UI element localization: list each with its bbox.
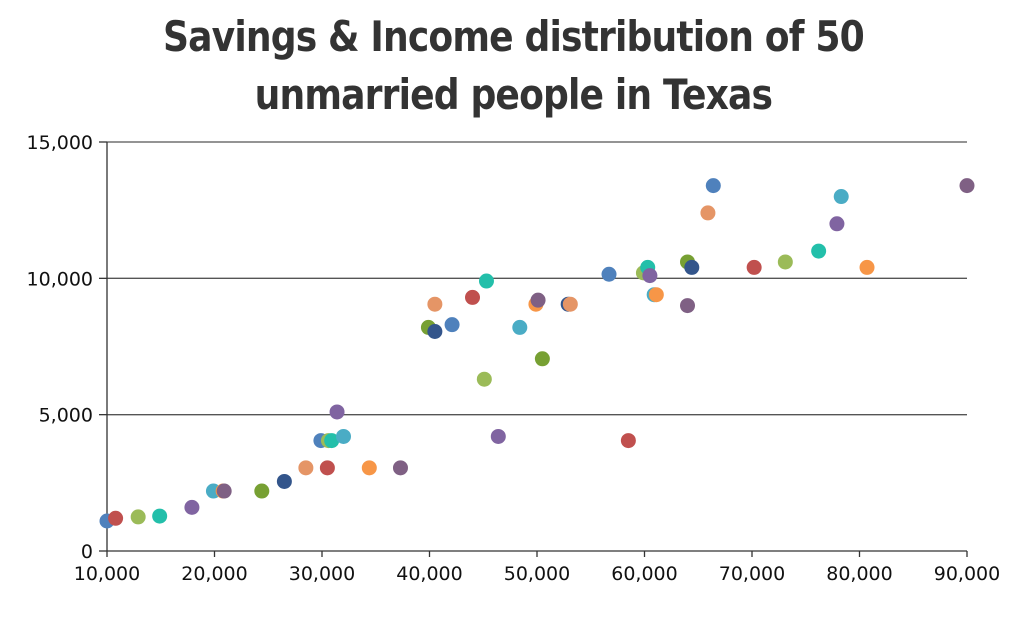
data-point[interactable] <box>530 292 546 308</box>
data-point[interactable] <box>478 273 494 289</box>
gridlines <box>107 141 967 416</box>
data-point[interactable] <box>959 178 975 194</box>
x-tick-label: 70,000 <box>719 563 785 585</box>
data-point[interactable] <box>108 510 124 526</box>
data-point[interactable] <box>392 460 408 476</box>
data-point[interactable] <box>130 509 146 525</box>
data-point[interactable] <box>184 499 200 515</box>
x-tick-label: 30,000 <box>289 563 355 585</box>
data-point[interactable] <box>833 189 849 205</box>
data-point[interactable] <box>329 404 345 420</box>
data-point[interactable] <box>811 243 827 259</box>
data-point[interactable] <box>361 460 377 476</box>
data-point[interactable] <box>859 259 875 275</box>
data-point[interactable] <box>298 460 314 476</box>
data-point[interactable] <box>476 371 492 387</box>
data-point[interactable] <box>465 289 480 305</box>
data-point[interactable] <box>444 317 460 333</box>
y-tick-label: 5,000 <box>39 405 93 427</box>
data-point[interactable] <box>777 254 793 270</box>
data-point[interactable] <box>705 178 721 194</box>
data-point[interactable] <box>700 205 716 221</box>
x-tick-label: 50,000 <box>504 563 570 585</box>
data-point[interactable] <box>216 483 232 499</box>
x-tick-label: 20,000 <box>181 563 247 585</box>
tick-labels: 0 5,000 10,000 15,000 10,000 20,000 30,000 40,0… <box>27 132 1001 585</box>
x-tick-label: 80,000 <box>826 563 892 585</box>
data-point[interactable] <box>490 428 506 444</box>
x-tick-label: 60,000 <box>611 563 677 585</box>
x-tick-label: 10,000 <box>74 563 140 585</box>
data-point[interactable] <box>642 268 658 284</box>
data-point[interactable] <box>680 298 695 314</box>
data-points <box>99 178 975 529</box>
data-point[interactable] <box>648 287 664 303</box>
data-point[interactable] <box>512 319 528 335</box>
data-point[interactable] <box>684 259 700 275</box>
data-point[interactable] <box>319 460 335 476</box>
data-point[interactable] <box>427 296 443 312</box>
data-point[interactable] <box>620 433 636 449</box>
data-point[interactable] <box>254 483 270 499</box>
data-point[interactable] <box>427 324 443 340</box>
y-tick-label: 0 <box>81 541 93 563</box>
data-point[interactable] <box>152 508 168 524</box>
y-tick-label: 10,000 <box>27 268 93 290</box>
data-point[interactable] <box>534 351 550 367</box>
data-point[interactable] <box>562 296 578 312</box>
axes <box>99 141 968 557</box>
x-tick-label: 90,000 <box>934 563 1000 585</box>
data-point[interactable] <box>746 259 762 275</box>
x-tick-label: 40,000 <box>396 563 462 585</box>
data-point[interactable] <box>829 216 845 232</box>
data-point[interactable] <box>336 428 351 444</box>
data-point[interactable] <box>601 266 617 282</box>
y-tick-label: 15,000 <box>27 132 93 154</box>
data-point[interactable] <box>276 473 292 489</box>
data-point[interactable] <box>324 433 340 449</box>
chart-title: Savings & Income distribution of 50 unma… <box>162 12 865 119</box>
